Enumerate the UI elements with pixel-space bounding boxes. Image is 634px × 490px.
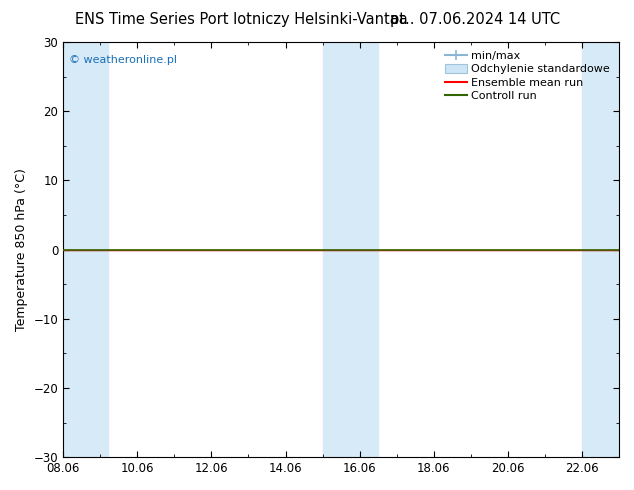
Y-axis label: Temperature 850 hPa (°C): Temperature 850 hPa (°C) [15, 168, 28, 331]
Bar [582, 42, 619, 457]
Text: pt.. 07.06.2024 14 UTC: pt.. 07.06.2024 14 UTC [391, 12, 560, 27]
Text: © weatheronline.pl: © weatheronline.pl [68, 54, 177, 65]
Bar [323, 42, 378, 457]
Legend: min/max, Odchylenie standardowe, Ensemble mean run, Controll run: min/max, Odchylenie standardowe, Ensembl… [441, 48, 614, 105]
Bar [63, 42, 108, 457]
Text: ENS Time Series Port lotniczy Helsinki-Vantaa: ENS Time Series Port lotniczy Helsinki-V… [75, 12, 407, 27]
